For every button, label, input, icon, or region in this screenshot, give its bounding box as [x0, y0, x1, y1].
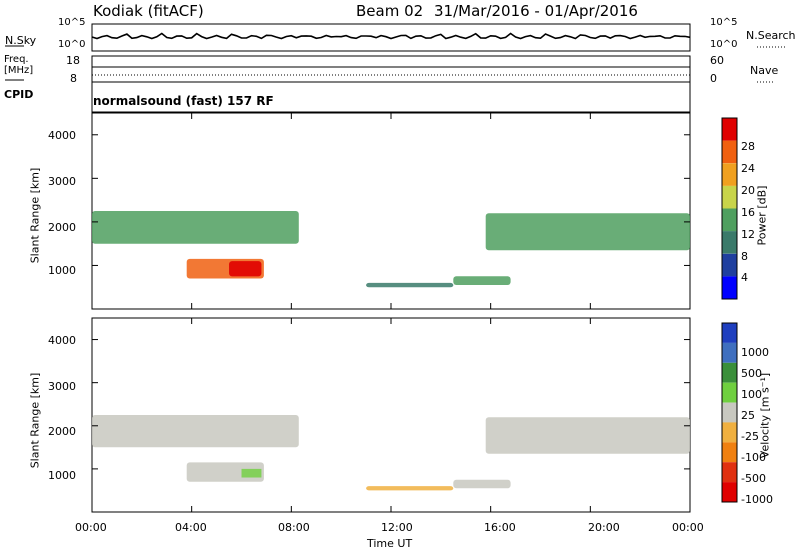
- velocity-ytick-3000: 3000: [48, 380, 76, 393]
- nsky-label: N.Sky: [5, 34, 37, 47]
- velocity-cb-tick: 1000: [741, 346, 769, 359]
- freq-bottom-tick: 8: [70, 72, 77, 85]
- x-tick: 04:00: [175, 521, 207, 534]
- velocity-echo-0: [92, 415, 299, 448]
- velocity-ytick-2000: 2000: [48, 425, 76, 438]
- power-cb-tick: 20: [741, 184, 755, 197]
- power-ytick-4000: 4000: [48, 129, 76, 142]
- power-echo-2: [366, 282, 454, 288]
- power-ytick-1000: 1000: [48, 264, 76, 277]
- cpid-value: normalsound (fast) 157 RF: [93, 94, 274, 108]
- power-echo-3: [453, 276, 511, 285]
- x-tick: 16:00: [484, 521, 516, 534]
- velocity-cb-tick: -500: [741, 472, 766, 485]
- power-ytick-2000: 2000: [48, 221, 76, 234]
- power-colorbar-swatch: [722, 208, 737, 232]
- power-echo-0: [92, 211, 299, 244]
- power-echo-core: [229, 261, 262, 277]
- station-title: Kodiak (fitACF): [93, 2, 204, 20]
- x-tick: 00:00: [75, 521, 107, 534]
- nave-bottom-tick: 0: [710, 72, 717, 85]
- velocity-colorbar-swatch: [722, 462, 737, 483]
- power-colorbar-swatch: [722, 253, 737, 277]
- velocity-cb-tick: 500: [741, 367, 762, 380]
- freq-unit: [MHz]: [4, 65, 34, 76]
- nave-label: Nave: [750, 64, 779, 77]
- velocity-colorbar-frame: [721, 322, 738, 503]
- velocity-echo-2: [366, 486, 454, 491]
- nsky-trace: [91, 32, 691, 40]
- cpid-strip-frame: [91, 81, 691, 113]
- power-ytick-3000: 3000: [48, 175, 76, 188]
- power-cb-tick: 4: [741, 271, 748, 284]
- nsky-bottom-tick: 10^0: [58, 39, 86, 50]
- velocity-colorbar-swatch: [722, 402, 737, 423]
- power-colorbar-swatch: [722, 231, 737, 254]
- power-colorbar-swatch: [722, 185, 737, 209]
- x-axis-label: Time UT: [367, 537, 413, 550]
- power-colorbar-swatch: [722, 140, 737, 164]
- velocity-echo-3: [453, 479, 511, 489]
- velocity-colorbar-swatch: [722, 382, 737, 403]
- power-cb-tick: 28: [741, 140, 755, 153]
- velocity-cb-tick: -25: [741, 430, 759, 443]
- velocity-colorbar-swatch: [722, 362, 737, 383]
- power-echo-4: [485, 213, 690, 251]
- x-tick: 20:00: [588, 521, 620, 534]
- velocity-colorbar-swatch: [722, 442, 737, 463]
- velocity-cb-tick: -1000: [741, 493, 773, 506]
- freq-strip-frame: [91, 55, 691, 83]
- power-colorbar-swatch: [722, 118, 737, 141]
- x-tick: 08:00: [278, 521, 310, 534]
- freq-top-tick: 18: [66, 54, 80, 67]
- velocity-cb-tick: 25: [741, 409, 755, 422]
- power-cb-tick: 8: [741, 250, 748, 263]
- power-cb-tick: 12: [741, 228, 755, 241]
- velocity-colorbar-swatch: [722, 422, 737, 443]
- nsearch-top-tick: 10^5: [710, 17, 738, 28]
- velocity-cb-tick: 100: [741, 388, 762, 401]
- velocity-colorbar-swatch: [722, 482, 737, 502]
- x-tick: 12:00: [381, 521, 413, 534]
- velocity-cb-tick: -100: [741, 451, 766, 464]
- nsearch-bottom-tick: 10^0: [710, 39, 738, 50]
- power-cb-tick: 16: [741, 206, 755, 219]
- velocity-colorbar-swatch: [722, 342, 737, 363]
- nave-top-tick: 60: [710, 54, 724, 67]
- nsky-top-tick: 10^5: [58, 17, 86, 28]
- freq-label: Freq.: [4, 54, 29, 65]
- nsky-strip-frame: [91, 23, 691, 52]
- power-colorbar-swatch: [722, 276, 737, 299]
- beam-label: Beam 02: [356, 2, 424, 20]
- velocity-colorbar-swatch: [722, 323, 737, 343]
- power-cb-tick: 24: [741, 162, 755, 175]
- cpid-label: CPID: [4, 88, 34, 101]
- power-colorbar-swatch: [722, 163, 737, 186]
- velocity-ytick-4000: 4000: [48, 334, 76, 347]
- x-tick: 00:00: [672, 521, 704, 534]
- velocity-echo-4: [485, 417, 690, 454]
- date-range: 31/Mar/2016 - 01/Apr/2016: [434, 2, 638, 20]
- power-colorbar-frame: [721, 117, 738, 300]
- velocity-ytick-1000: 1000: [48, 469, 76, 482]
- nsearch-label: N.Search: [746, 29, 796, 42]
- velocity-echo-core: [241, 468, 262, 478]
